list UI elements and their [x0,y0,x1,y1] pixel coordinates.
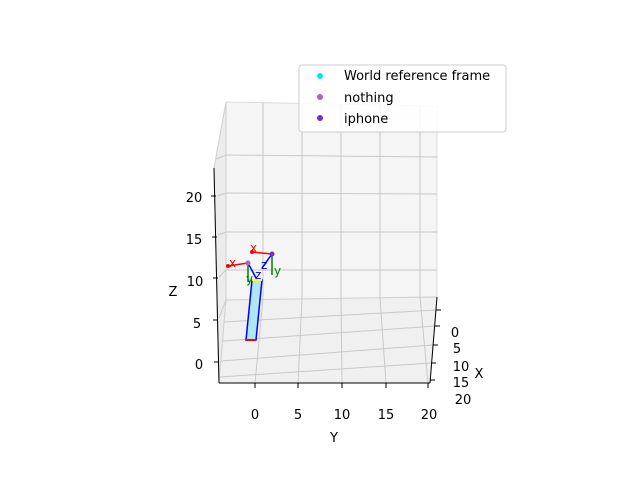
x-tick: 5 [453,342,461,357]
legend-label-iphone: iphone [344,112,388,127]
z-tick: 15 [186,233,203,248]
legend-label-world: World reference frame [344,69,490,84]
frame-iphone-z-label: z [261,258,267,272]
frame-nothing-x-label: x [229,256,236,270]
frame-nothing-x-axis [227,262,249,267]
legend-marker-iphone [317,115,323,121]
z-axis-label: Z [169,285,178,300]
grid [215,103,438,384]
legend: World reference frame nothing iphone [298,64,507,133]
frame-iphone-z-axis [261,253,273,269]
y-tick: 15 [378,408,395,423]
frame-iphone-x-axis [251,251,273,255]
frame-nothing-x-tip [226,264,230,268]
frame-nothing-origin [245,260,251,266]
frame-iphone: x y z [250,241,281,278]
y-tick: 10 [334,408,351,423]
z-tick-labels: 0 5 10 15 20 [186,191,204,373]
frame-iphone-x-tip [250,250,254,254]
x-tick: 10 [453,360,470,375]
z-tick: 10 [187,275,204,290]
legend-box [298,64,507,133]
legend-marker-world [317,73,323,79]
frame-nothing-z-label: z [255,268,261,282]
frame-nothing-y-label: y [246,272,253,286]
x-tick: 20 [455,393,472,408]
x-tick-labels: 0 5 10 15 20 [451,326,471,408]
y-tick: 0 [251,408,259,423]
frame-iphone-origin [269,251,275,257]
y-tick: 20 [421,408,438,423]
y-tick: 5 [294,408,302,423]
y-axis-label: Y [329,431,338,446]
x-axis-label: X [475,367,484,382]
z-tick: 20 [186,191,203,206]
frame-iphone-x-label: x [250,241,257,255]
phone-box [245,279,263,341]
tick-marks [211,195,441,388]
legend-label-nothing: nothing [344,91,394,106]
legend-marker-nothing [317,94,323,100]
frame-nothing: x y z [226,256,261,286]
y-tick-labels: 0 5 10 15 20 [251,408,437,423]
frame-iphone-y-label: y [274,264,281,278]
x-tick: 0 [451,326,459,341]
z-tick: 5 [193,317,201,332]
axis-lines [213,167,438,384]
x-tick: 15 [453,376,470,391]
z-tick: 0 [195,358,203,373]
frame-nothing-z-axis [247,262,257,279]
